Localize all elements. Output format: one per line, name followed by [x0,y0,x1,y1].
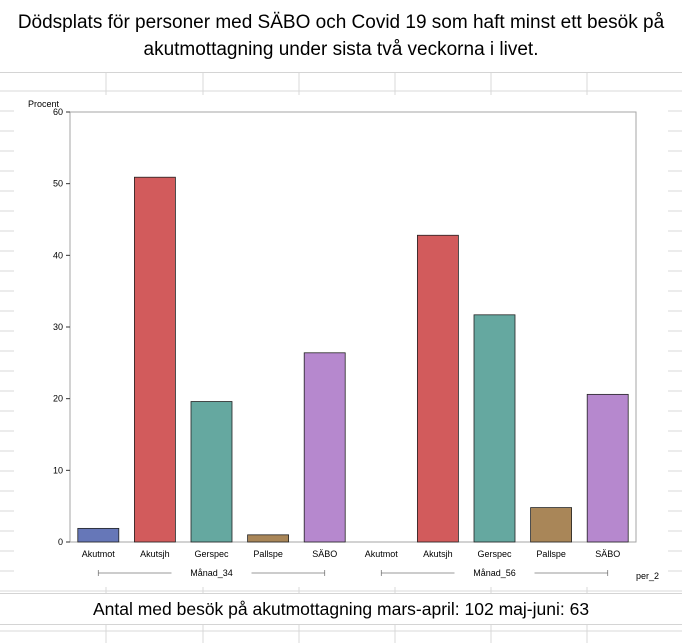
footer-note: Antal med besök på akutmottagning mars-a… [0,593,682,625]
category-label: Gerspec [477,549,512,559]
y-tick-label: 10 [53,465,63,475]
bar-gerspec-2 [473,314,516,543]
y-tick-label: 50 [53,179,63,189]
bar-akutmot-1 [77,527,120,543]
group-bracket [97,570,326,576]
category-label: SÄBO [595,549,620,559]
category-label: Akutsjh [423,549,453,559]
chart-title-line-2: akutmottagning under sista två veckorna … [143,39,539,60]
bar-akutsjh-2 [416,234,459,543]
bar-chart: Procent 0 10 20 30 40 50 60 Akutmot Akutsjh Gerspe… [28,99,659,581]
chart-area: Procent 0 10 20 30 40 50 60 Akutmot Akutsjh Gerspe… [14,95,668,587]
bar-sbo-2 [586,393,629,543]
bar-pallspe-1 [247,534,290,543]
group-label: Månad_34 [190,568,233,578]
bar-pallspe-2 [530,507,572,543]
y-tick-label: 30 [53,322,63,332]
bar-sbo-1 [303,352,346,543]
y-tick-label: 0 [58,537,63,547]
group-label: Månad_56 [473,568,516,578]
category-label: Pallspe [536,549,566,559]
chart-title: Dödsplats för personer med SÄBO och Covi… [0,0,682,73]
category-label: Pallspe [253,549,283,559]
category-label: Akutmot [82,549,116,559]
bar-gerspec-1 [190,401,233,543]
category-label: SÄBO [312,549,337,559]
category-label: Akutsjh [140,549,170,559]
y-tick-label: 60 [53,107,63,117]
group-axis-label: per_2 [636,571,659,581]
y-tick-label: 20 [53,394,63,404]
category-label: Gerspec [194,549,229,559]
chart-title-line-1: Dödsplats för personer med SÄBO och Covi… [17,12,665,33]
y-tick-label: 40 [53,250,63,260]
bar-akutsjh-1 [134,176,176,543]
group-bracket [380,570,609,576]
category-label: Akutmot [365,549,399,559]
y-axis-title: Procent [28,99,60,109]
